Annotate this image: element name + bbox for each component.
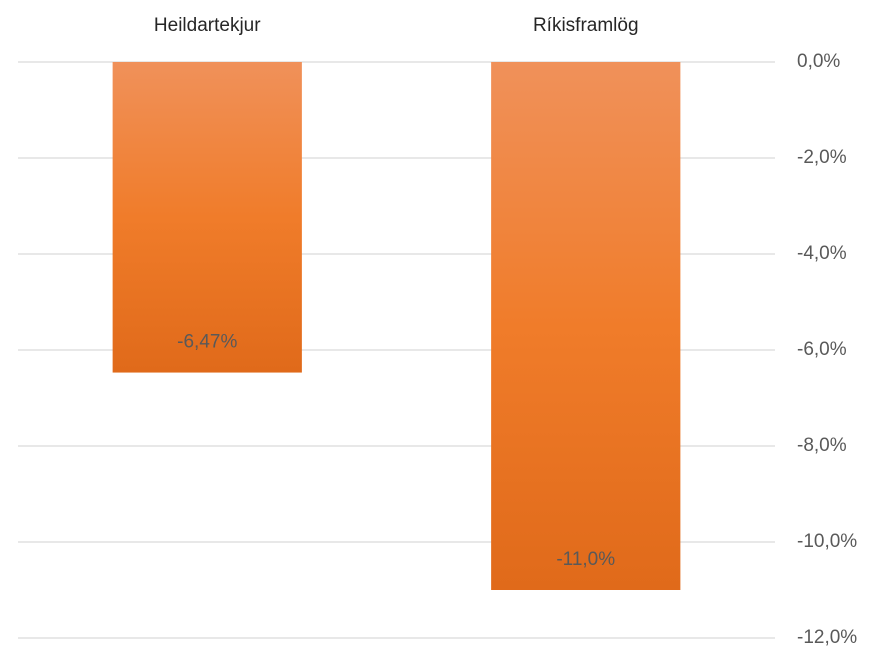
y-tick-label: -10,0%	[797, 531, 857, 552]
y-tick-label: 0,0%	[797, 51, 840, 72]
y-tick-label: -4,0%	[797, 243, 847, 264]
data-label: -11,0%	[556, 549, 615, 570]
x-tick-label: Heildartekjur	[154, 15, 261, 36]
y-tick-label: -12,0%	[797, 627, 857, 647]
data-label: -6,47%	[177, 332, 237, 353]
y-tick-label: -8,0%	[797, 435, 847, 456]
bar	[112, 62, 302, 373]
y-tick-label: -2,0%	[797, 147, 847, 168]
y-tick-label: -6,0%	[797, 339, 847, 360]
bar	[491, 62, 681, 590]
x-tick-label: Ríkisframlög	[533, 15, 639, 36]
